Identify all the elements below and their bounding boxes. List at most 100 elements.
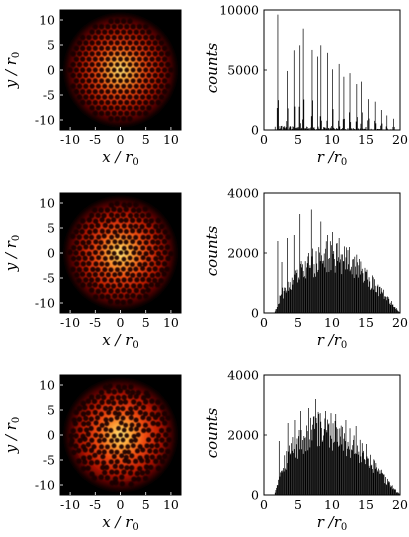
lattice-site xyxy=(123,454,129,460)
histogram-bar xyxy=(323,435,324,495)
lattice-site xyxy=(124,56,130,62)
lattice-site xyxy=(101,460,107,466)
lattice-site xyxy=(102,256,108,261)
lattice-site xyxy=(70,61,76,68)
histogram-bar xyxy=(359,274,361,313)
lattice-site xyxy=(121,245,127,251)
lattice-site xyxy=(114,299,121,305)
lattice-site xyxy=(90,266,96,272)
lattice-site xyxy=(98,411,104,417)
lattice-site xyxy=(92,110,99,117)
lattice-site xyxy=(67,249,73,256)
histogram-bar xyxy=(316,423,318,495)
lattice-site xyxy=(68,433,74,439)
histogram-bar xyxy=(357,277,359,313)
lattice-site xyxy=(136,110,143,117)
lattice-site xyxy=(123,229,129,235)
histogram-bar xyxy=(393,126,395,130)
lattice-site xyxy=(106,410,112,416)
lattice-site xyxy=(109,469,115,475)
histogram-bar xyxy=(308,267,310,313)
lattice-site xyxy=(86,260,92,267)
histogram-bar xyxy=(376,467,377,495)
lattice-site xyxy=(105,78,111,84)
histogram-bar xyxy=(347,250,349,313)
histogram-bar xyxy=(360,123,362,130)
histogram-bar xyxy=(336,243,338,313)
histogram-bar xyxy=(280,295,282,313)
histogram-bar xyxy=(361,81,362,130)
histogram-bar xyxy=(289,454,291,495)
histogram-bar xyxy=(346,247,347,313)
lattice-site xyxy=(161,56,168,62)
lattice-site xyxy=(93,261,99,267)
lattice-site xyxy=(115,288,121,294)
lattice-site xyxy=(126,288,132,294)
lattice-site xyxy=(104,261,110,267)
lattice-site xyxy=(92,67,98,73)
histogram-bar xyxy=(282,287,284,313)
lattice-site xyxy=(152,72,158,79)
histogram-bar xyxy=(300,128,302,130)
histogram-bar xyxy=(318,247,320,313)
lattice-site xyxy=(88,277,95,283)
histogram-bar xyxy=(291,450,293,495)
lattice-site xyxy=(101,213,107,219)
lattice-site xyxy=(124,110,130,116)
lattice-site xyxy=(146,83,152,89)
lattice-site xyxy=(111,400,117,406)
lattice-site xyxy=(83,51,89,57)
x-tick-label: 5 xyxy=(142,132,150,147)
histogram-bar xyxy=(338,445,340,495)
histogram-bar xyxy=(312,416,314,495)
histogram-bar xyxy=(304,261,306,313)
lattice-site xyxy=(140,72,146,78)
lattice-site xyxy=(137,444,143,450)
y-tick-label: -5 xyxy=(43,271,55,286)
y-axis-label: counts xyxy=(203,225,221,276)
histogram-bar xyxy=(374,285,376,313)
lattice-site xyxy=(162,453,168,460)
lattice-site xyxy=(142,422,148,428)
histogram-bar xyxy=(385,296,386,313)
lattice-site xyxy=(155,45,161,52)
y-axis-label-subscript: 0 xyxy=(11,52,22,58)
lattice-site xyxy=(140,83,146,89)
histogram-bar xyxy=(309,265,311,313)
lattice-site xyxy=(139,94,146,100)
histogram-bar xyxy=(352,445,354,495)
x-tick-label: -5 xyxy=(89,497,101,512)
histogram-bar xyxy=(315,417,317,495)
y-axis-label-text: y / r xyxy=(2,57,20,89)
lattice-site xyxy=(155,78,161,84)
lattice-site xyxy=(89,72,95,78)
histogram-bar xyxy=(293,449,295,495)
histogram-bar xyxy=(292,126,294,130)
histogram-bar xyxy=(371,287,373,313)
histogram-bar xyxy=(279,476,281,495)
histogram-bar xyxy=(295,272,297,313)
histogram-bar xyxy=(397,492,398,495)
lattice-site xyxy=(127,393,133,399)
lattice-site xyxy=(98,34,105,41)
lattice-site xyxy=(104,464,110,470)
lattice-site xyxy=(92,78,98,84)
histogram-bar xyxy=(333,251,335,313)
lattice-site xyxy=(102,29,108,35)
lattice-site xyxy=(115,267,120,273)
histogram-bar xyxy=(274,492,276,495)
x-axis-label-subscript: 0 xyxy=(341,522,347,533)
histogram-bar xyxy=(313,416,315,495)
lattice-site xyxy=(108,83,114,89)
lattice-site xyxy=(102,244,108,250)
lattice-site xyxy=(111,110,117,116)
lattice-site xyxy=(103,427,109,432)
histogram-bar xyxy=(344,269,346,313)
y-tick-label: 2000 xyxy=(227,428,259,443)
lattice-site xyxy=(120,212,126,218)
y-axis-label: y / r0 xyxy=(2,417,22,455)
histogram-bar xyxy=(363,282,364,313)
lattice-site xyxy=(150,432,156,438)
lattice-site xyxy=(96,438,102,444)
histogram-bar xyxy=(351,266,352,313)
